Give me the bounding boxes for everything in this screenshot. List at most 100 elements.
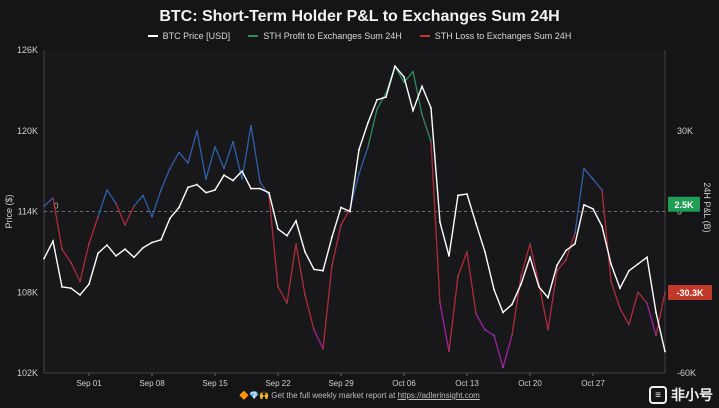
pnl-segment (412, 71, 423, 115)
x-tick-label: Sep 15 (202, 379, 228, 388)
pnl-point (259, 181, 261, 183)
legend-item: STH Profit to Exchanges Sum 24H (248, 31, 402, 41)
x-tick-label: Oct 27 (581, 379, 605, 388)
price-point (160, 238, 162, 241)
price-point (88, 283, 90, 286)
price-point (340, 206, 342, 209)
pnl-segment (169, 151, 180, 169)
legend-label: STH Loss to Exchanges Sum 24H (434, 31, 572, 41)
price-point (430, 106, 432, 109)
pnl-segment (286, 243, 297, 304)
pnl-segment (646, 302, 657, 336)
pnl-segment (304, 294, 315, 331)
legend-swatch (419, 35, 430, 37)
price-point (250, 187, 252, 190)
price-point (664, 350, 666, 353)
price-point (466, 193, 468, 195)
pnl-point (340, 224, 342, 226)
footer-note: 🔶💎🙌 Get the full weekly market report at… (0, 391, 719, 400)
pnl-segment (520, 243, 531, 277)
pnl-point (97, 216, 99, 218)
pnl-point (484, 329, 486, 331)
value-badge (668, 285, 712, 301)
pnl-point (322, 347, 324, 350)
price-point (367, 121, 369, 124)
pnl-segment (97, 189, 108, 218)
x-tick-label: Sep 01 (76, 379, 102, 388)
price-point (205, 191, 207, 194)
price-point (331, 236, 333, 238)
pnl-segment (574, 168, 585, 234)
legend-item: BTC Price [USD] (147, 31, 230, 41)
pnl-point (187, 162, 189, 164)
pnl-point (178, 151, 180, 154)
pnl-segment (484, 329, 495, 336)
price-point (304, 250, 306, 253)
price-point (610, 263, 612, 265)
pnl-point (430, 140, 432, 143)
pnl-point (583, 167, 585, 170)
y-tick-label-left: 120K (17, 126, 38, 136)
price-point (295, 220, 297, 222)
pnl-point (70, 261, 72, 264)
legend: BTC Price [USD] STH Profit to Exchanges S… (0, 31, 719, 41)
pnl-point (142, 194, 144, 197)
pnl-point (655, 334, 657, 337)
pnl-point (241, 178, 243, 180)
pnl-point (457, 275, 459, 277)
pnl-point (511, 334, 513, 337)
pnl-segment (619, 308, 630, 325)
pnl-point (232, 140, 234, 143)
pnl-segment (205, 146, 216, 180)
price-point (448, 255, 450, 257)
price-point (511, 303, 513, 306)
price-point (538, 285, 540, 288)
pnl-point (556, 269, 558, 272)
value-badge-label: 2.5K (674, 200, 694, 210)
price-point (115, 255, 117, 257)
pnl-point (61, 248, 63, 250)
price-point (520, 283, 522, 286)
legend-item: STH Loss to Exchanges Sum 24H (419, 31, 572, 41)
price-point (556, 264, 558, 267)
pnl-segment (421, 114, 432, 142)
x-tick-label: Oct 06 (392, 379, 416, 388)
pnl-segment (430, 141, 441, 304)
pnl-point (313, 329, 315, 331)
pnl-point (79, 280, 81, 283)
pnl-segment (493, 335, 504, 368)
price-point (70, 287, 72, 290)
pnl-point (124, 224, 126, 226)
price-point (547, 296, 549, 299)
footer-link[interactable]: https://adlerinsight.com (397, 391, 480, 400)
price-point (565, 249, 567, 252)
pnl-segment (475, 313, 486, 331)
price-point (358, 148, 360, 151)
pnl-point (628, 323, 630, 326)
x-tick-label: Sep 22 (265, 379, 291, 388)
pnl-segment (61, 248, 72, 264)
pnl-segment (187, 130, 198, 164)
pnl-segment (79, 243, 90, 282)
price-point (583, 203, 585, 206)
pnl-segment (358, 146, 369, 175)
y-axis-title-right: 24H P&L (B) (702, 182, 712, 232)
pnl-point (205, 178, 207, 180)
pnl-segment (277, 286, 288, 304)
pnl-segment (160, 168, 171, 191)
y-tick-label-left: 102K (17, 368, 38, 378)
price-point (106, 244, 108, 247)
pnl-segment (331, 224, 342, 266)
price-point (124, 248, 126, 251)
price-point (286, 234, 288, 237)
plot-area (44, 50, 665, 373)
price-point (322, 269, 324, 272)
pnl-point (502, 366, 504, 369)
price-point (457, 194, 459, 197)
pnl-point (106, 189, 108, 191)
price-point (592, 207, 594, 210)
pnl-point (304, 294, 306, 296)
pnl-point (520, 275, 522, 277)
pnl-segment (115, 203, 126, 226)
